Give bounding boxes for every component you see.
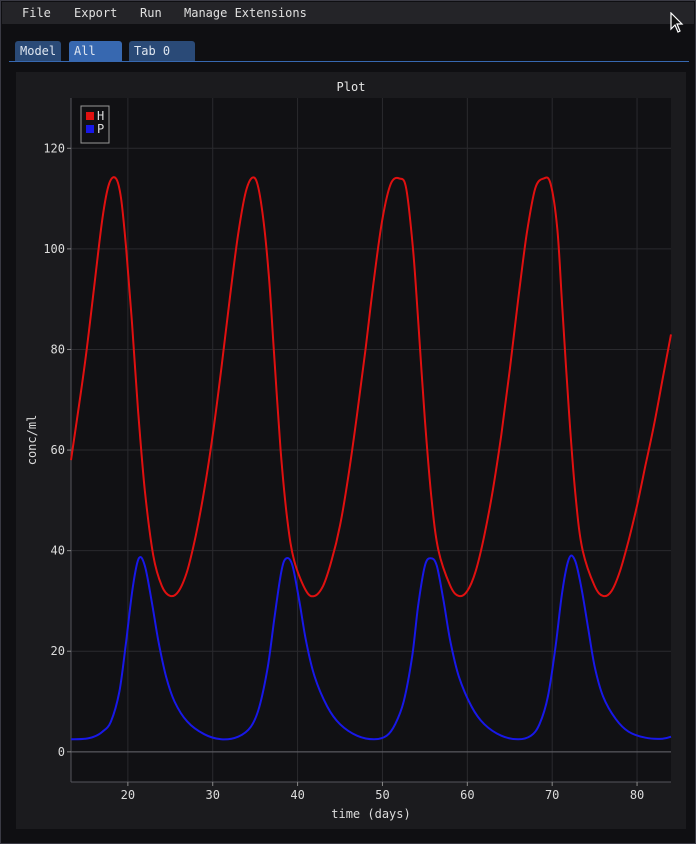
chart-grid [71,98,671,782]
series-line-H [70,176,672,598]
x-tick-label: 20 [121,788,135,802]
chart-series [70,176,672,741]
x-axis-label: time (days) [331,807,410,821]
x-tick-label: 60 [460,788,474,802]
tab-tab-0[interactable]: Tab 0 [129,41,195,61]
series-line-P [70,554,672,741]
legend-label-P: P [97,122,104,136]
mouse-cursor-icon [670,12,684,33]
x-tick-label: 30 [205,788,219,802]
plot-area [71,98,671,782]
tab-underline [9,61,689,62]
legend-box [80,105,110,144]
y-tick-label: 80 [51,342,65,356]
chart-ticks: 20 30 40 50 60 70 80 0 20 40 60 80 100 120 [43,141,644,802]
tab-bar: Model All Tab 0 [2,39,694,63]
tab-all[interactable]: All [69,41,122,61]
chart[interactable]: 20 30 40 50 60 70 80 0 20 40 60 80 100 120 time (days… [16,72,686,829]
menu-export[interactable]: Export [74,6,118,20]
legend-swatch-H [86,112,94,120]
y-tick-label: 60 [51,443,65,457]
menu-manage-extensions[interactable]: Manage Extensions [184,6,307,20]
tab-model[interactable]: Model [15,41,61,61]
menu-file[interactable]: File [22,6,51,20]
legend-swatch-P [86,125,94,133]
y-tick-label: 20 [51,644,65,658]
y-axis-label: conc/ml [25,415,39,466]
x-tick-label: 70 [545,788,559,802]
legend-label-H: H [97,109,104,123]
y-tick-label: 0 [58,745,65,759]
chart-axes [70,98,671,783]
y-tick-label: 100 [43,242,65,256]
plot-panel[interactable]: Plot 20 30 40 50 60 70 80 0 20 40 60 80 100 120 time … [16,72,686,829]
y-tick-label: 40 [51,544,65,558]
menu-bar: File Export Run Manage Extensions [2,2,694,24]
x-tick-label: 50 [375,788,389,802]
y-tick-label: 120 [43,141,65,155]
x-tick-label: 40 [290,788,304,802]
menu-run[interactable]: Run [140,6,162,20]
x-tick-label: 80 [630,788,644,802]
plot-title: Plot [336,80,366,94]
chart-legend: HP [80,105,110,144]
